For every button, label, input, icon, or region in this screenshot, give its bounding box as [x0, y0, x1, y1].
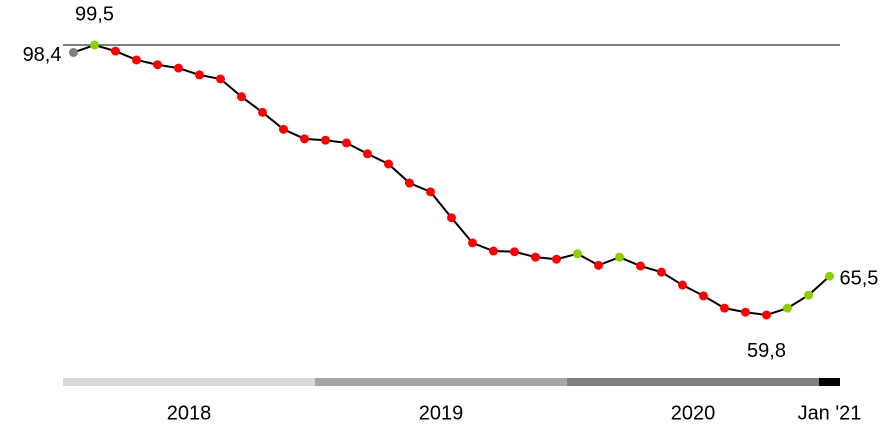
- point: [174, 63, 183, 73]
- value-label: 59,8: [747, 340, 786, 362]
- period-band: [819, 378, 840, 386]
- point: [552, 254, 561, 264]
- point: [699, 291, 708, 301]
- point: [153, 60, 162, 70]
- point: [741, 307, 750, 317]
- point: [468, 238, 477, 248]
- point: [363, 149, 372, 159]
- point: [132, 55, 141, 65]
- period-label: 2018: [167, 402, 212, 424]
- value-label: 65,5: [840, 267, 879, 289]
- point: [762, 310, 771, 320]
- point: [300, 134, 309, 144]
- point: [783, 303, 792, 313]
- point: [279, 124, 288, 134]
- point: [384, 159, 393, 169]
- point: [195, 70, 204, 80]
- point: [657, 267, 666, 277]
- point: [69, 47, 78, 57]
- point: [615, 252, 624, 262]
- period-label: 2020: [671, 402, 716, 424]
- point: [258, 107, 267, 117]
- point: [573, 249, 582, 259]
- point: [510, 247, 519, 257]
- point: [531, 252, 540, 262]
- point: [678, 280, 687, 290]
- point: [489, 246, 498, 256]
- point: [825, 271, 834, 281]
- point: [405, 178, 414, 188]
- point: [111, 46, 120, 56]
- point: [342, 138, 351, 148]
- period-label: Jan '21: [798, 402, 862, 424]
- point: [90, 40, 99, 50]
- point: [321, 135, 330, 145]
- point: [804, 290, 813, 300]
- period-band: [63, 378, 315, 386]
- period-band: [567, 378, 819, 386]
- point: [720, 303, 729, 313]
- point: [216, 74, 225, 84]
- point: [447, 213, 456, 223]
- point: [636, 261, 645, 271]
- point: [594, 260, 603, 270]
- period-label: 2019: [419, 402, 464, 424]
- line: [73, 43, 831, 316]
- value-label: 99,5: [75, 3, 114, 25]
- period-band: [315, 378, 567, 386]
- point: [237, 92, 246, 102]
- point: [426, 187, 435, 197]
- value-label: 98,4: [23, 44, 62, 66]
